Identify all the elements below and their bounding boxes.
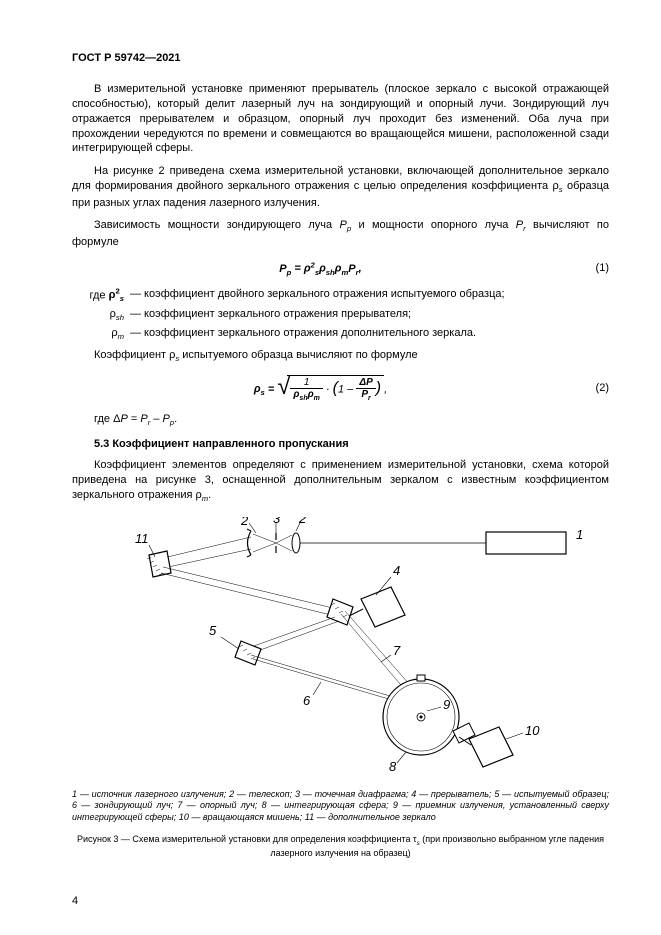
cap-a: Рисунок 3 — Схема измерительной установк…	[77, 834, 417, 844]
equation-1-number: (1)	[569, 262, 609, 274]
paragraph-6: Коэффициент элементов определяют с приме…	[72, 458, 609, 504]
svg-text:6: 6	[303, 693, 311, 708]
where-block-1: где ρ2s — коэффициент двойного зеркально…	[72, 287, 609, 342]
section-5-3-title: 5.3 Коэффициент направленного пропускани…	[72, 438, 609, 450]
equation-2-row: ρs = √ 1ρshρm · (1 – ΔPPr) , (2)	[72, 375, 609, 402]
figure-3: 1 4 5 9 10 2 3 2 11 6 7 8	[72, 517, 609, 777]
svg-text:4: 4	[393, 563, 400, 578]
equation-2: ρs = √ 1ρshρm · (1 – ΔPPr) ,	[72, 375, 569, 402]
svg-text:3: 3	[273, 517, 281, 526]
where-3-text: — коэффициент зеркального отражения допо…	[130, 326, 609, 343]
svg-text:1: 1	[576, 527, 583, 542]
where-2-text: — коэффициент зеркального отражения прер…	[130, 307, 609, 324]
p2-text: На рисунке 2 приведена схема измерительн…	[72, 165, 609, 192]
equation-2-number: (2)	[569, 382, 609, 394]
p5a: где Δ	[94, 413, 120, 425]
figure-3-legend: 1 — источник лазерного излучения; 2 — те…	[72, 789, 609, 824]
paragraph-4: Коэффициент ρs испытуемого образца вычис…	[72, 348, 609, 365]
figure-3-caption: Рисунок 3 — Схема измерительной установк…	[72, 834, 609, 860]
paragraph-3: Зависимость мощности зондирующего луча P…	[72, 218, 609, 249]
paragraph-1: В измерительной установке применяют прер…	[72, 82, 609, 156]
p3b: и мощности опорного луча	[351, 219, 516, 231]
svg-text:2: 2	[240, 517, 249, 528]
figure-3-svg: 1 4 5 9 10 2 3 2 11 6 7 8	[91, 517, 591, 777]
p5b: =	[128, 413, 141, 425]
svg-text:7: 7	[393, 643, 401, 658]
p4b: испытуемого образца вычисляют по формуле	[179, 349, 417, 361]
p4a: Коэффициент ρ	[94, 349, 175, 361]
svg-text:11: 11	[135, 531, 149, 546]
equation-1-row: Pp = ρ2sρshρmPr, (1)	[72, 260, 609, 277]
svg-text:2: 2	[298, 517, 307, 526]
svg-text:10: 10	[525, 723, 540, 738]
where-1-text: — коэффициент двойного зеркального отраж…	[130, 287, 609, 305]
svg-text:9: 9	[443, 697, 450, 712]
paragraph-5: где ΔP = Pr – Pp.	[72, 412, 609, 429]
p6-text: Коэффициент элементов определяют с приме…	[72, 459, 609, 501]
p5c: –	[150, 413, 162, 425]
svg-text:8: 8	[389, 759, 397, 774]
paragraph-2: На рисунке 2 приведена схема измерительн…	[72, 164, 609, 210]
p3a: Зависимость мощности зондирующего луча	[94, 219, 339, 231]
page-number: 4	[72, 895, 78, 907]
svg-text:5: 5	[209, 623, 217, 638]
where-intro: где	[90, 289, 109, 301]
equation-1: Pp = ρ2sρshρmPr,	[72, 260, 569, 277]
doc-header: ГОСТ Р 59742—2021	[72, 52, 609, 64]
